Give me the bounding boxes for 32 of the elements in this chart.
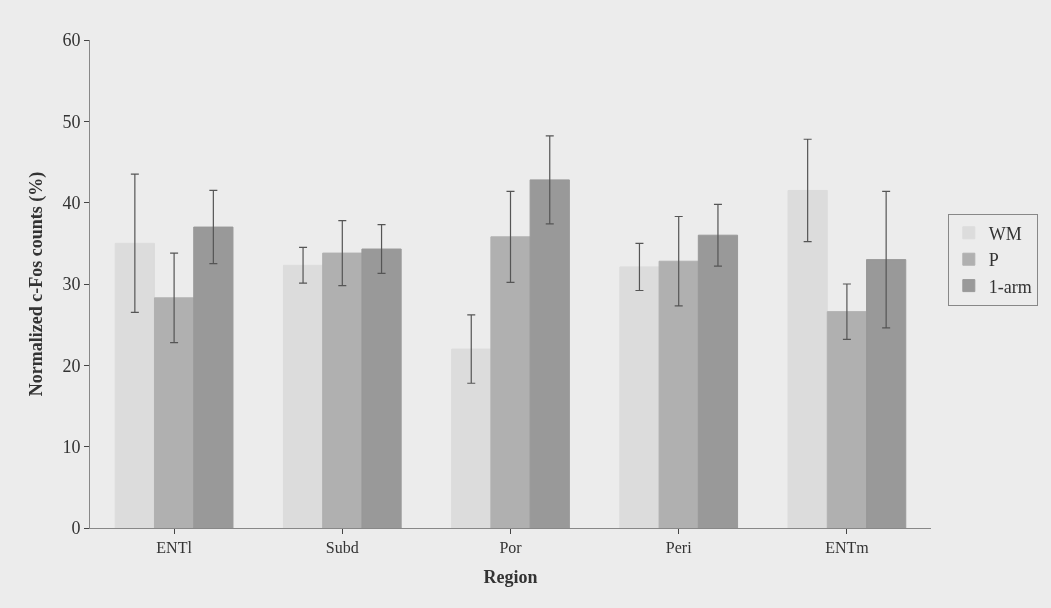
x-tick-label: ENTl — [156, 539, 193, 557]
bar — [322, 252, 363, 528]
bar — [658, 260, 699, 528]
y-tick-label: 60 — [62, 30, 81, 51]
bar — [282, 264, 324, 528]
legend-label: WM — [988, 223, 1022, 244]
bar — [490, 236, 531, 528]
bar — [866, 259, 907, 528]
y-tick-label: 50 — [62, 111, 81, 132]
x-tick-label: Por — [499, 539, 523, 557]
x-tick-label: Subd — [325, 539, 359, 557]
x-tick-label: Peri — [665, 539, 693, 557]
bar — [153, 297, 195, 528]
x-axis-title: Region — [483, 567, 538, 588]
bar — [619, 266, 660, 528]
y-axis-title: Normalized c-Fos counts (%) — [25, 171, 47, 397]
bar — [697, 234, 739, 528]
x-tick-label: ENTm — [825, 539, 870, 557]
bar — [193, 226, 234, 528]
bar — [787, 189, 828, 528]
legend-label: P — [988, 250, 999, 271]
bar — [529, 179, 570, 528]
bar — [114, 242, 155, 528]
y-tick-label: 10 — [62, 436, 81, 457]
y-tick-label: 40 — [62, 192, 81, 213]
bar — [826, 311, 868, 528]
bar — [361, 248, 402, 528]
y-tick-label: 30 — [62, 274, 81, 295]
y-tick-label: 20 — [62, 355, 81, 376]
y-tick-label: 0 — [71, 518, 81, 539]
bar — [451, 348, 492, 528]
legend-label: 1-arm — [988, 276, 1032, 297]
